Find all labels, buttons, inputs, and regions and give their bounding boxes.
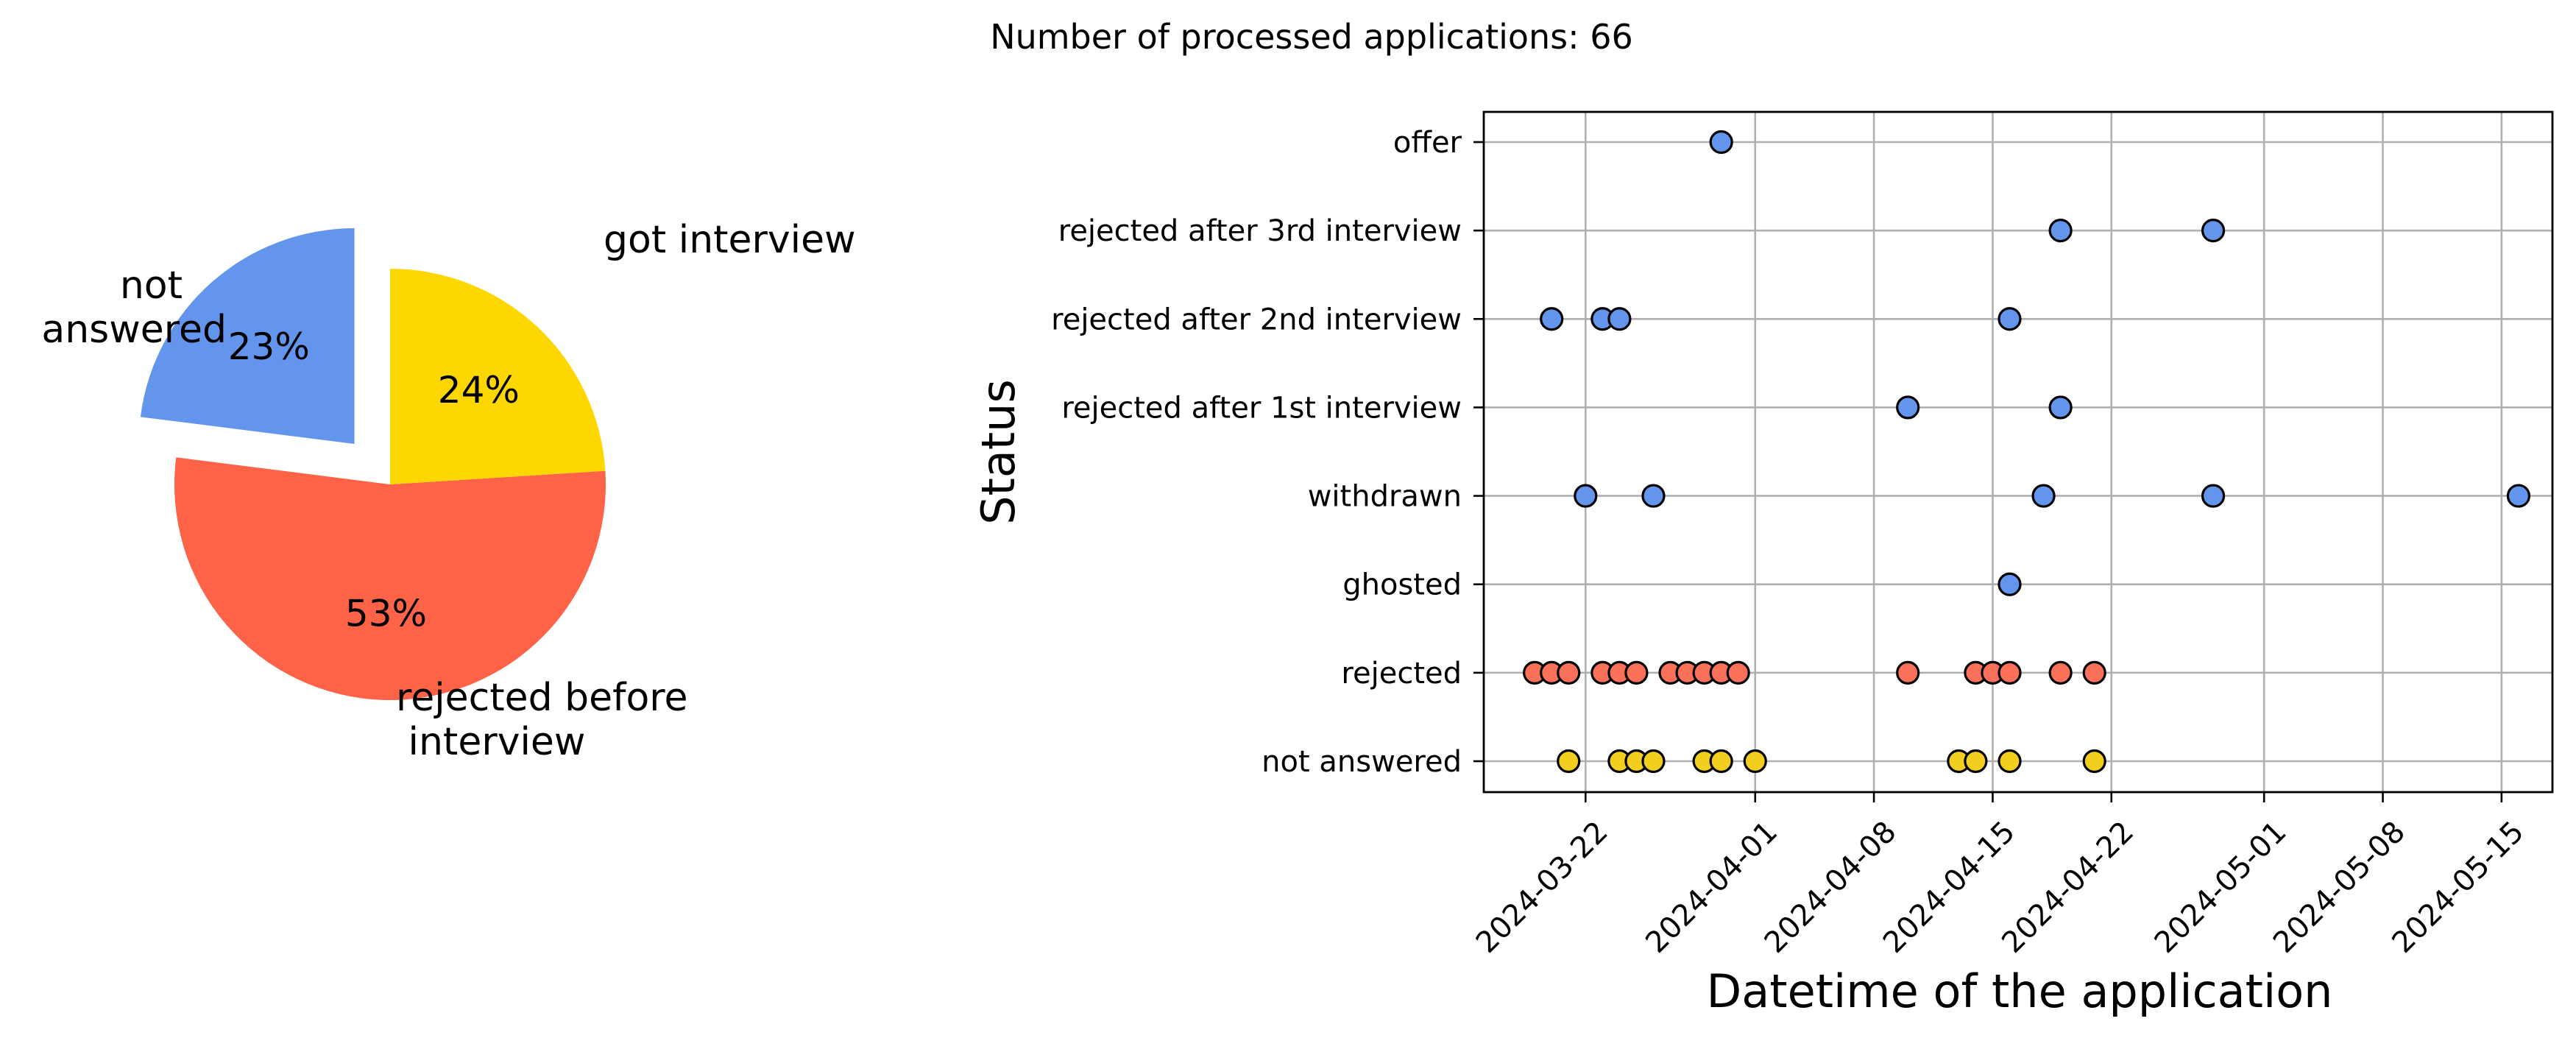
pie-chart: 23% got interview 53% rejected before inter… bbox=[41, 218, 855, 764]
scatter-point bbox=[2201, 484, 2226, 508]
scatter-point bbox=[1607, 307, 1632, 331]
y-tick-label: rejected after 3rd interview bbox=[1058, 214, 1462, 248]
scatter-point bbox=[2048, 219, 2073, 243]
x-axis-label: Datetime of the application bbox=[1707, 964, 2333, 1018]
pie-slice-rejected-before-interview bbox=[174, 457, 606, 701]
y-tick-label: ghosted bbox=[1342, 568, 1462, 602]
y-axis-label: Status bbox=[972, 379, 1025, 525]
scatter-chart: not answered rejected ghosted withdrawn reje… bbox=[972, 110, 2554, 1018]
scatter-point bbox=[1726, 660, 1750, 685]
plot-frame bbox=[1482, 110, 2554, 794]
scatter-point bbox=[1896, 660, 1920, 685]
scatter-point bbox=[1624, 660, 1649, 685]
figure-title: Number of processed applications: 66 bbox=[990, 17, 1633, 57]
scatter-point bbox=[1998, 660, 2022, 685]
x-tick-label: 2024-03-22 bbox=[1470, 815, 1615, 960]
pie-percent-label: 53% bbox=[345, 593, 427, 635]
scatter-point bbox=[1641, 484, 1666, 508]
scatter-point bbox=[1574, 484, 1598, 508]
scatter-point bbox=[1709, 130, 1733, 155]
pie-percent-label: 23% bbox=[228, 325, 310, 368]
y-tick-label: not answered bbox=[1262, 745, 1462, 779]
scatter-point bbox=[1964, 749, 1988, 774]
scatter-point bbox=[1998, 749, 2022, 774]
scatter-point bbox=[1998, 307, 2022, 331]
scatter-point bbox=[1896, 395, 1920, 420]
scatter-point bbox=[2506, 484, 2531, 508]
pie-slice-got-interview bbox=[140, 228, 355, 445]
scatter-point bbox=[2082, 660, 2106, 685]
scatter-point bbox=[1709, 749, 1733, 774]
scatter-point bbox=[1557, 749, 1581, 774]
pie-category-label: not answered bbox=[41, 264, 227, 352]
pie-percent-label: 24% bbox=[438, 369, 520, 412]
scatter-point bbox=[2031, 484, 2056, 508]
scatter-point bbox=[1540, 307, 1564, 331]
y-tick-label: rejected after 1st interview bbox=[1061, 391, 1462, 425]
scatter-point bbox=[1998, 572, 2022, 596]
y-tick-label: rejected after 2nd interview bbox=[1051, 303, 1462, 336]
scatter-point bbox=[1641, 749, 1666, 774]
pie-category-label: got interview bbox=[604, 218, 856, 262]
scatter-point bbox=[2201, 219, 2226, 243]
scatter-point bbox=[2048, 660, 2073, 685]
scatter-point bbox=[2048, 395, 2073, 420]
scatter-point bbox=[2082, 749, 2106, 774]
pie-category-label: rejected before interview bbox=[396, 676, 688, 764]
y-tick-label: rejected bbox=[1341, 657, 1462, 691]
pie-slice-not-answered bbox=[390, 269, 606, 484]
scatter-point bbox=[1743, 749, 1767, 774]
y-tick-label: withdrawn bbox=[1308, 480, 1462, 514]
y-tick-label: offer bbox=[1393, 126, 1462, 160]
scatter-point bbox=[1557, 660, 1581, 685]
